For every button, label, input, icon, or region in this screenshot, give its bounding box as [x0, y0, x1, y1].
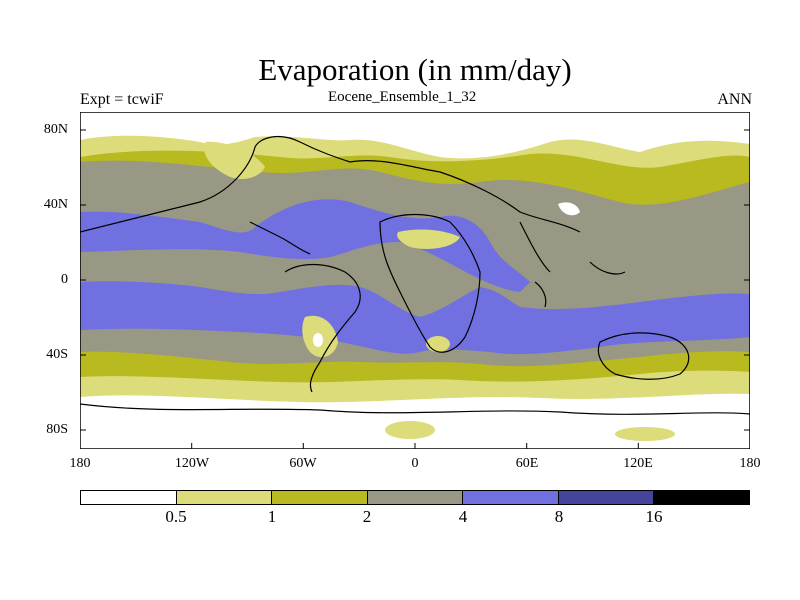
- coast-central-america: [249, 221, 311, 255]
- coast-madagascar: [534, 281, 547, 308]
- colorbar-label-1: 1: [267, 507, 277, 526]
- lat-label-40s: 40S: [46, 347, 68, 362]
- band-lt05-north: [80, 112, 750, 159]
- patch-antarctic-1: [385, 421, 435, 439]
- colorbar-box-2-4: [367, 491, 464, 504]
- coast-india: [519, 221, 551, 273]
- lat-label-0: 0: [61, 272, 68, 287]
- band-4-8-north: [80, 199, 530, 292]
- lon-ticks: [191, 443, 639, 449]
- lat-label-40n: 40N: [43, 197, 68, 212]
- ensemble-label: Eocene_Ensemble_1_32: [328, 89, 477, 105]
- lon-label-0: 0: [411, 456, 419, 471]
- lat-ticks: [80, 129, 750, 431]
- lat-label-80s: 80S: [46, 422, 68, 437]
- coast-antarctica: [80, 403, 750, 415]
- colorbar-box-gt16: [654, 491, 750, 504]
- colorbar-box-4-8: [463, 491, 559, 504]
- patch-africa-south: [426, 336, 450, 352]
- patch-asia-white: [558, 202, 580, 216]
- coast-eurasia: [349, 160, 581, 233]
- colorbar: [80, 490, 750, 505]
- coastlines: [80, 135, 750, 415]
- lon-label-60w: 60W: [289, 456, 317, 471]
- lon-label-180w: 180: [69, 456, 91, 471]
- patch-antarctic-2: [615, 427, 675, 441]
- lon-label-120e: 120E: [623, 456, 653, 471]
- colorbar-box-8-16: [558, 491, 655, 504]
- coast-south-america: [284, 263, 361, 393]
- colorbar-box-05-1: [176, 491, 273, 504]
- map-title: Evaporation (in mm/day): [258, 52, 572, 87]
- patch-namerica: [204, 141, 265, 179]
- colorbar-label-16: 16: [645, 507, 663, 526]
- colorbar-label-0.5: 0.5: [165, 507, 187, 526]
- experiment-label: Expt = tcwiF: [80, 91, 164, 108]
- coast-seasia: [589, 261, 626, 275]
- lon-label-180e: 180: [739, 456, 761, 471]
- patch-africa-north: [397, 229, 460, 249]
- coast-africa: [379, 213, 481, 353]
- colorbar-box-lt05: [81, 491, 177, 504]
- coast-australia: [597, 332, 690, 380]
- lon-label-120w: 120W: [174, 456, 210, 471]
- colorbar-label-2: 2: [362, 507, 372, 526]
- lat-label-80n: 80N: [43, 122, 68, 137]
- lon-label-60e: 60E: [515, 456, 539, 471]
- patch-samerica-white: [313, 333, 323, 347]
- colorbar-label-8: 8: [554, 507, 564, 526]
- colorbar-label-4: 4: [458, 507, 468, 526]
- season-label: ANN: [717, 91, 752, 108]
- colorbar-box-1-2: [272, 491, 368, 504]
- band-4-8-south: [80, 281, 750, 355]
- coast-north-america: [80, 135, 351, 233]
- evaporation-map: [80, 112, 750, 449]
